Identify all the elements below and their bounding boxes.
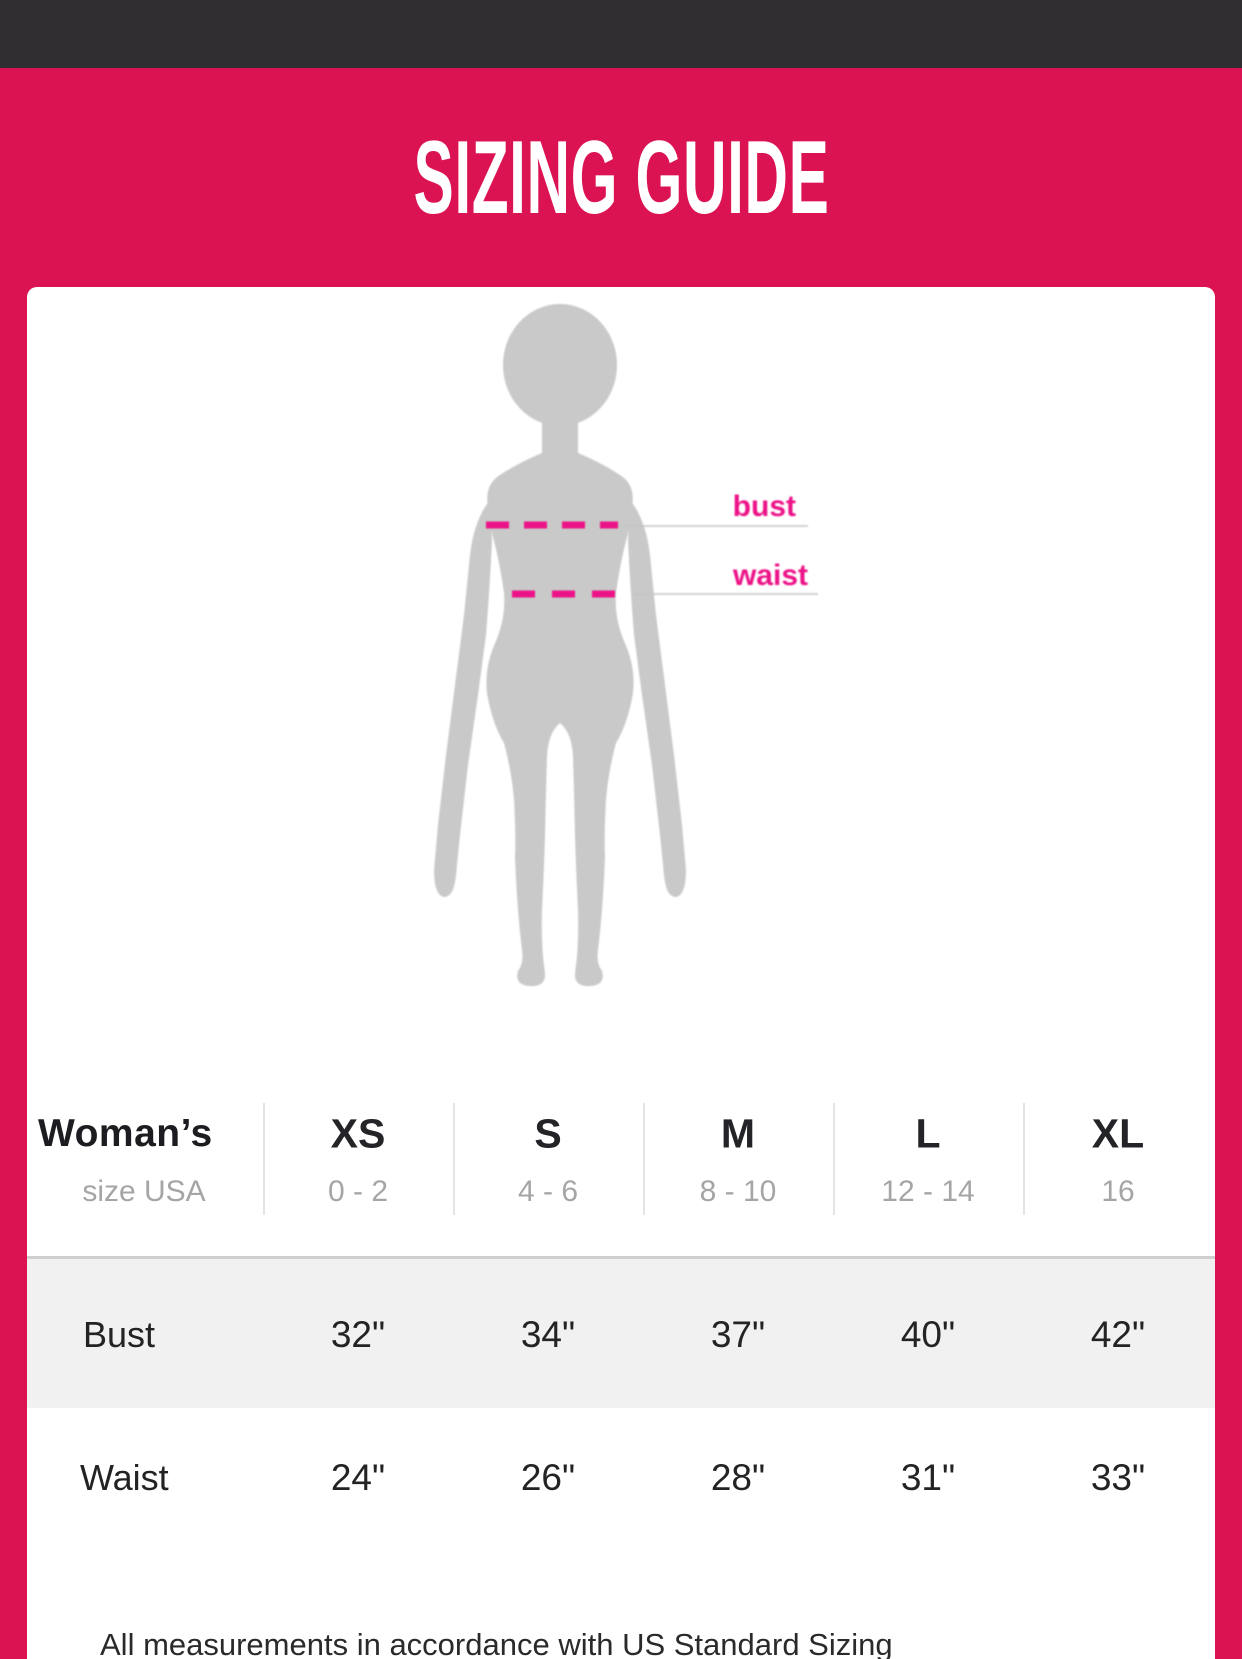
column-range-s: 4 - 6 [517, 1175, 579, 1208]
column-range-xs: 0 - 2 [327, 1175, 389, 1208]
column-header-s: S [534, 1110, 562, 1157]
waist-value-xl: 33" [1090, 1457, 1146, 1498]
bust-value-l: 40" [900, 1314, 956, 1355]
column-range-xl: 16 [1101, 1175, 1135, 1208]
column-divider [643, 1103, 645, 1215]
sizing-card: bust waist Woman’s size USA XS S M L XL … [27, 287, 1215, 1659]
bust-label: bust [733, 490, 796, 523]
bust-value-m: 37" [710, 1314, 766, 1355]
page-title: SIZING GUIDE [413, 119, 829, 236]
banner: SIZING GUIDE [0, 68, 1242, 287]
waist-value-m: 28" [710, 1457, 766, 1498]
bust-row-band [27, 1256, 1215, 1408]
waist-value-l: 31" [900, 1457, 956, 1498]
column-range-m: 8 - 10 [699, 1175, 777, 1208]
bust-value-s: 34" [520, 1314, 576, 1355]
column-divider [453, 1103, 455, 1215]
column-divider [263, 1103, 265, 1215]
column-header-l: L [915, 1110, 941, 1157]
waist-value-xs: 24" [330, 1457, 386, 1498]
column-header-xl: XL [1091, 1110, 1145, 1157]
column-header-m: M [720, 1110, 756, 1157]
table-corner-title: Woman’s [38, 1112, 213, 1155]
top-dark-bar [0, 0, 1242, 68]
sizing-standard-note: All measurements in accordance with US S… [100, 1627, 893, 1659]
woman-silhouette-diagram: bust waist [434, 304, 818, 987]
row-label-waist: Waist [80, 1457, 169, 1498]
column-header-xs: XS [330, 1110, 386, 1157]
woman-silhouette-icon [434, 304, 686, 987]
waist-label: waist [732, 559, 808, 592]
waist-value-s: 26" [520, 1457, 576, 1498]
column-divider [833, 1103, 835, 1215]
bust-value-xs: 32" [330, 1314, 386, 1355]
column-divider [1023, 1103, 1025, 1215]
bust-value-xl: 42" [1090, 1314, 1146, 1355]
table-corner-subtitle: size USA [82, 1175, 206, 1208]
row-label-bust: Bust [83, 1314, 156, 1355]
column-range-l: 12 - 14 [881, 1175, 975, 1208]
